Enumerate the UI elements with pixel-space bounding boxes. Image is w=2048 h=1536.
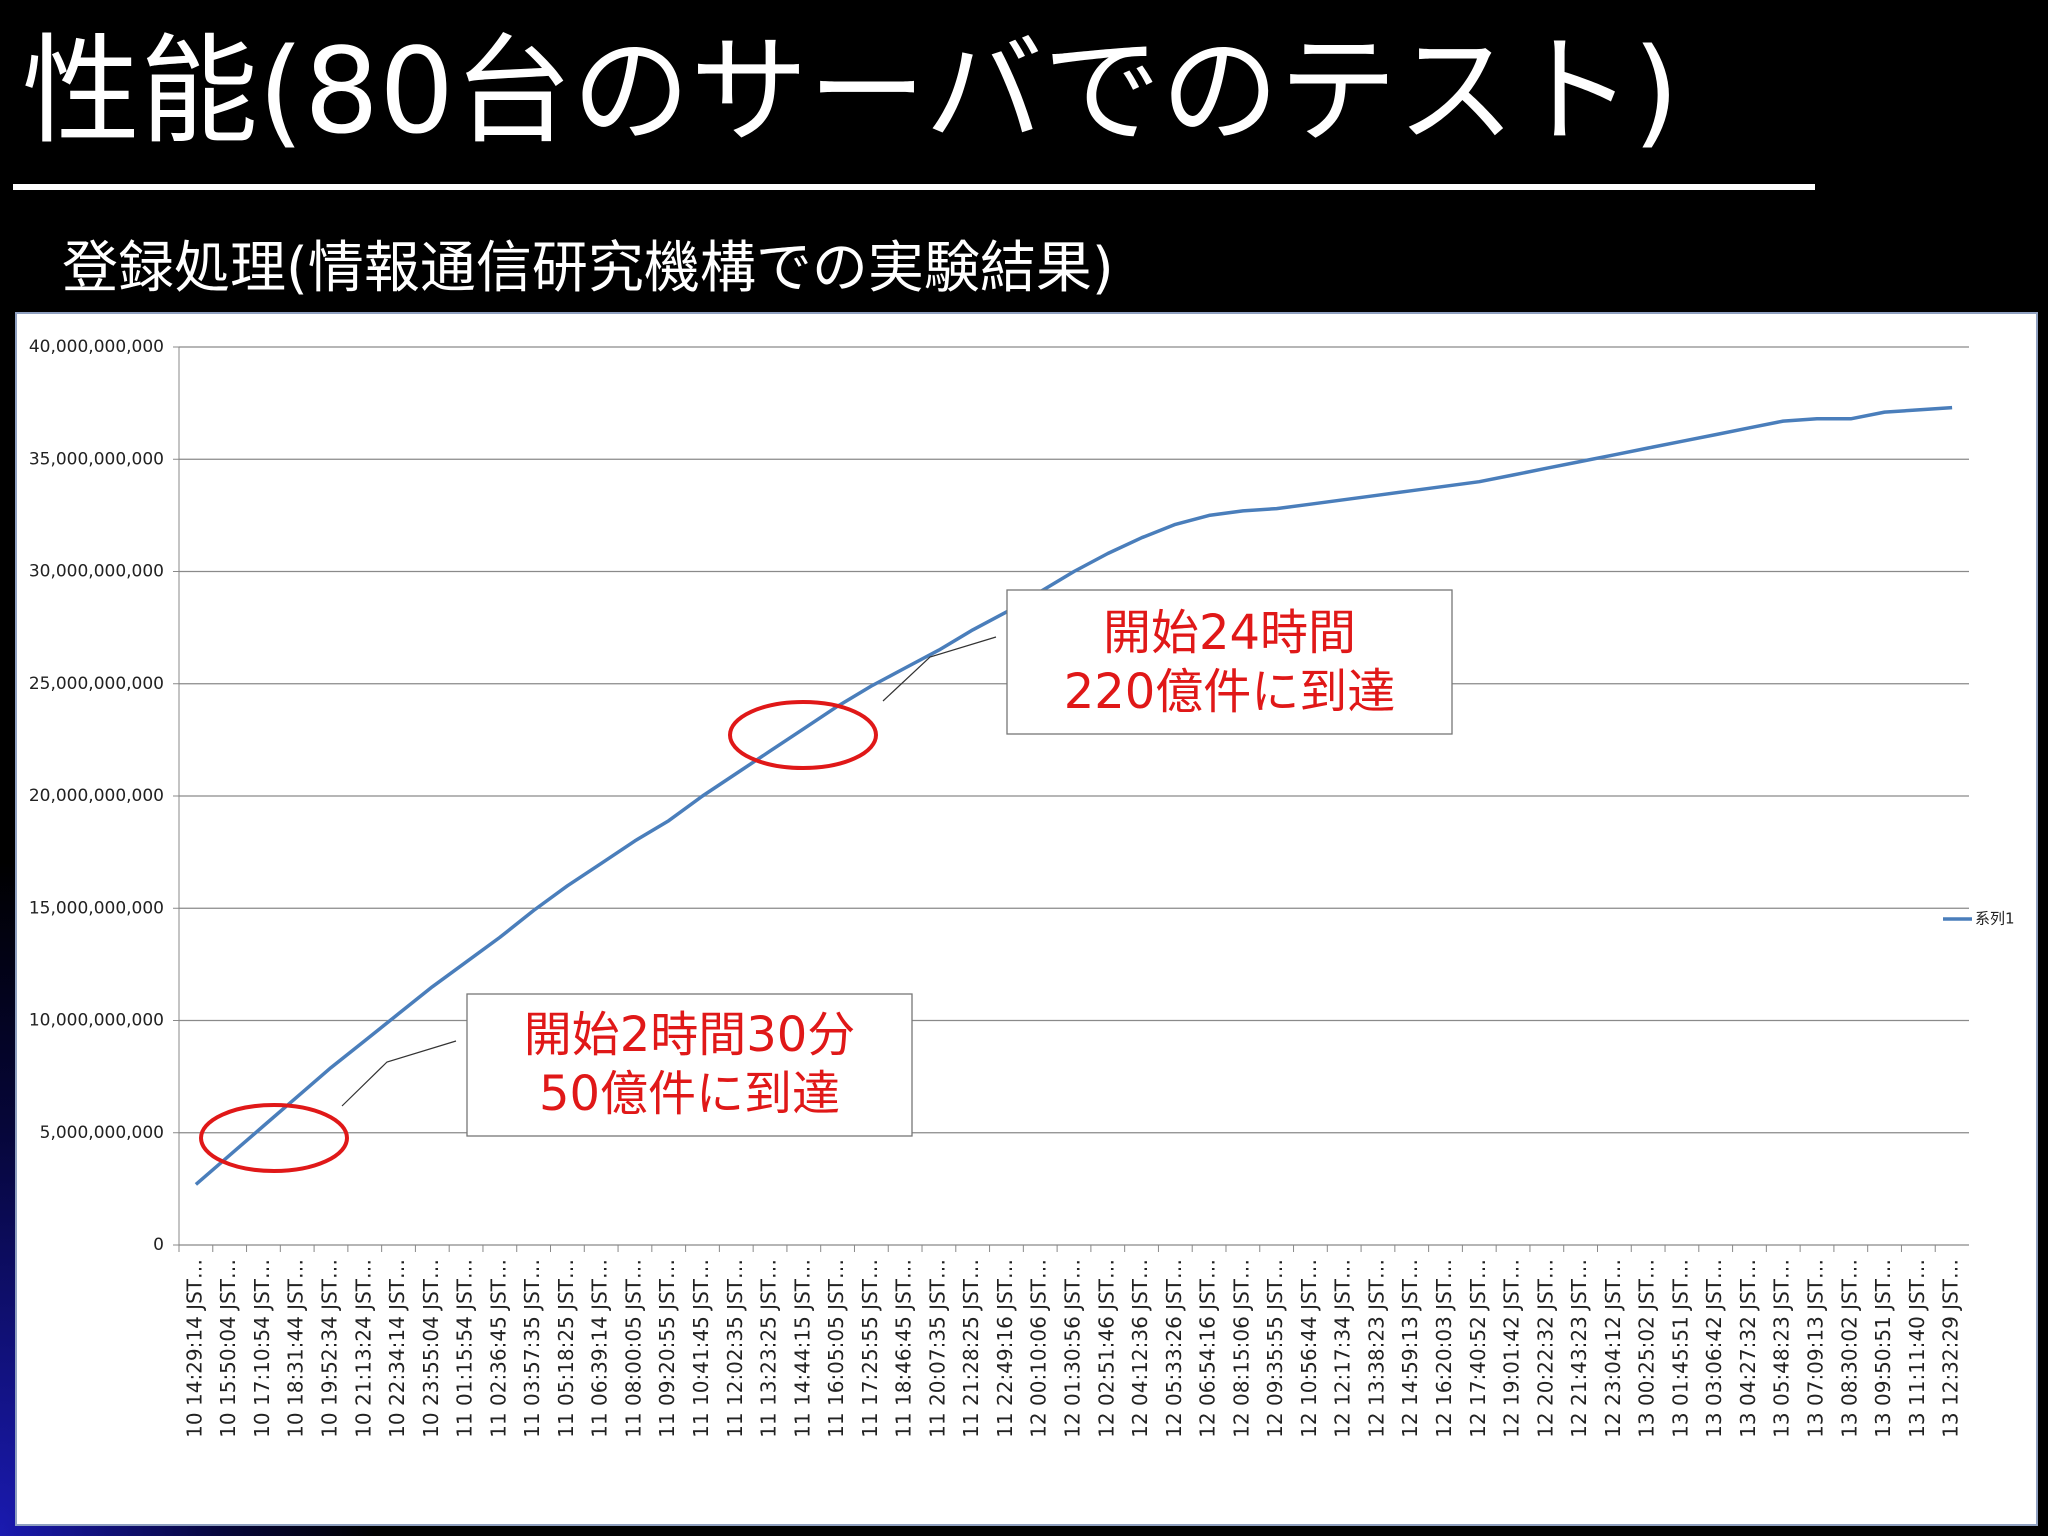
slide-title: 性能(80台のサーバでのテスト) [22,22,1679,160]
y-tick-label: 25,000,000,000 [29,674,164,694]
x-tick-label: 11 02:36:45 JST… [486,1259,510,1438]
x-tick-label: 13 09:50:51 JST… [1871,1259,1895,1438]
annotation-connector [882,636,997,702]
x-tick-label: 10 14:29:14 JST… [182,1259,206,1438]
x-tick-label: 13 01:45:51 JST… [1668,1259,1692,1438]
x-tick-label: 12 19:01:42 JST… [1500,1259,1524,1438]
x-tick-label: 12 13:38:23 JST… [1364,1259,1388,1438]
legend-label: 系列1 [1975,910,2015,928]
x-tick-label: 13 08:30:02 JST… [1837,1259,1861,1438]
x-tick-label: 11 18:46:45 JST… [892,1259,916,1438]
x-tick-label: 12 20:22:32 JST… [1533,1259,1557,1438]
x-tick-label: 13 00:25:02 JST… [1635,1259,1659,1438]
chart-panel [15,312,2038,1526]
x-tick-label: 13 05:48:23 JST… [1770,1259,1794,1438]
x-tick-label: 11 20:07:35 JST… [925,1259,949,1438]
x-tick-label: 12 17:40:52 JST… [1466,1259,1490,1438]
x-tick-label: 10 22:34:14 JST… [385,1259,409,1438]
x-tick-label: 12 16:20:03 JST… [1432,1259,1456,1438]
y-tick-label: 20,000,000,000 [29,786,164,806]
x-tick-label: 12 10:56:44 JST… [1297,1259,1321,1438]
annotation-box [466,993,913,1137]
annotation-connector [341,1040,457,1107]
x-tick-label: 10 17:10:54 JST… [250,1259,274,1438]
x-tick-label: 11 03:57:35 JST… [520,1259,544,1438]
x-tick-label: 12 01:30:56 JST… [1061,1259,1085,1438]
x-tick-label: 10 15:50:04 JST… [216,1259,240,1438]
x-tick-label: 11 06:39:14 JST… [588,1259,612,1438]
y-tick-label: 35,000,000,000 [29,449,164,469]
x-tick-label: 10 19:52:34 JST… [317,1259,341,1438]
annotation-text: 50億件に到達 [539,1066,840,1122]
x-tick-label: 11 14:44:15 JST… [790,1259,814,1438]
x-tick-label: 11 22:49:16 JST… [993,1259,1017,1438]
x-tick-label: 12 14:59:13 JST… [1398,1259,1422,1438]
y-tick-label: 0 [153,1235,164,1255]
annotation-text: 開始24時間 [1103,605,1356,661]
y-tick-label: 30,000,000,000 [29,562,164,582]
series-line [194,405,1953,1186]
x-tick-label: 13 11:11:40 JST… [1905,1259,1929,1438]
highlight-ellipse [728,700,878,770]
x-tick-label: 11 21:28:25 JST… [959,1259,983,1438]
x-tick-label: 13 07:09:13 JST… [1804,1259,1828,1438]
annotation-text: 220億件に到達 [1064,664,1396,720]
x-tick-label: 11 05:18:25 JST… [554,1259,578,1438]
y-tick-label: 5,000,000,000 [40,1123,164,1143]
y-tick-label: 15,000,000,000 [29,898,164,918]
x-tick-label: 12 09:35:55 JST… [1263,1259,1287,1438]
x-tick-label: 13 03:06:42 JST… [1702,1259,1726,1438]
x-tick-label: 12 12:17:34 JST… [1331,1259,1355,1438]
x-tick-label: 10 23:55:04 JST… [419,1259,443,1438]
x-tick-label: 10 18:31:44 JST… [284,1259,308,1438]
x-tick-label: 12 02:51:46 JST… [1094,1259,1118,1438]
x-tick-label: 10 21:13:24 JST… [351,1259,375,1438]
highlight-ellipse [199,1103,349,1173]
x-tick-label: 13 04:27:32 JST… [1736,1259,1760,1438]
x-tick-label: 12 23:04:12 JST… [1601,1259,1625,1438]
x-tick-label: 12 05:33:26 JST… [1162,1259,1186,1438]
x-tick-label: 11 08:00:05 JST… [621,1259,645,1438]
annotation-text: 開始2時間30分 [524,1007,856,1063]
y-tick-label: 40,000,000,000 [29,337,164,357]
x-tick-label: 12 08:15:06 JST… [1229,1259,1253,1438]
x-tick-label: 11 16:05:05 JST… [824,1259,848,1438]
x-tick-label: 11 17:25:55 JST… [858,1259,882,1438]
x-tick-label: 11 12:02:35 JST… [723,1259,747,1438]
x-tick-label: 11 13:23:25 JST… [757,1259,781,1438]
annotation-box [1006,589,1453,735]
x-tick-label: 11 10:41:45 JST… [689,1259,713,1438]
x-tick-label: 12 06:54:16 JST… [1196,1259,1220,1438]
x-tick-label: 12 21:43:23 JST… [1567,1259,1591,1438]
slide-subtitle: 登録処理(情報通信研究機構での実験結果) [62,236,1114,301]
x-tick-label: 11 01:15:54 JST… [453,1259,477,1438]
x-tick-label: 11 09:20:55 JST… [655,1259,679,1438]
y-tick-label: 10,000,000,000 [29,1011,164,1031]
x-tick-label: 13 12:32:29 JST… [1939,1259,1963,1438]
x-tick-label: 12 04:12:36 JST… [1128,1259,1152,1438]
x-tick-label: 12 00:10:06 JST… [1027,1259,1051,1438]
